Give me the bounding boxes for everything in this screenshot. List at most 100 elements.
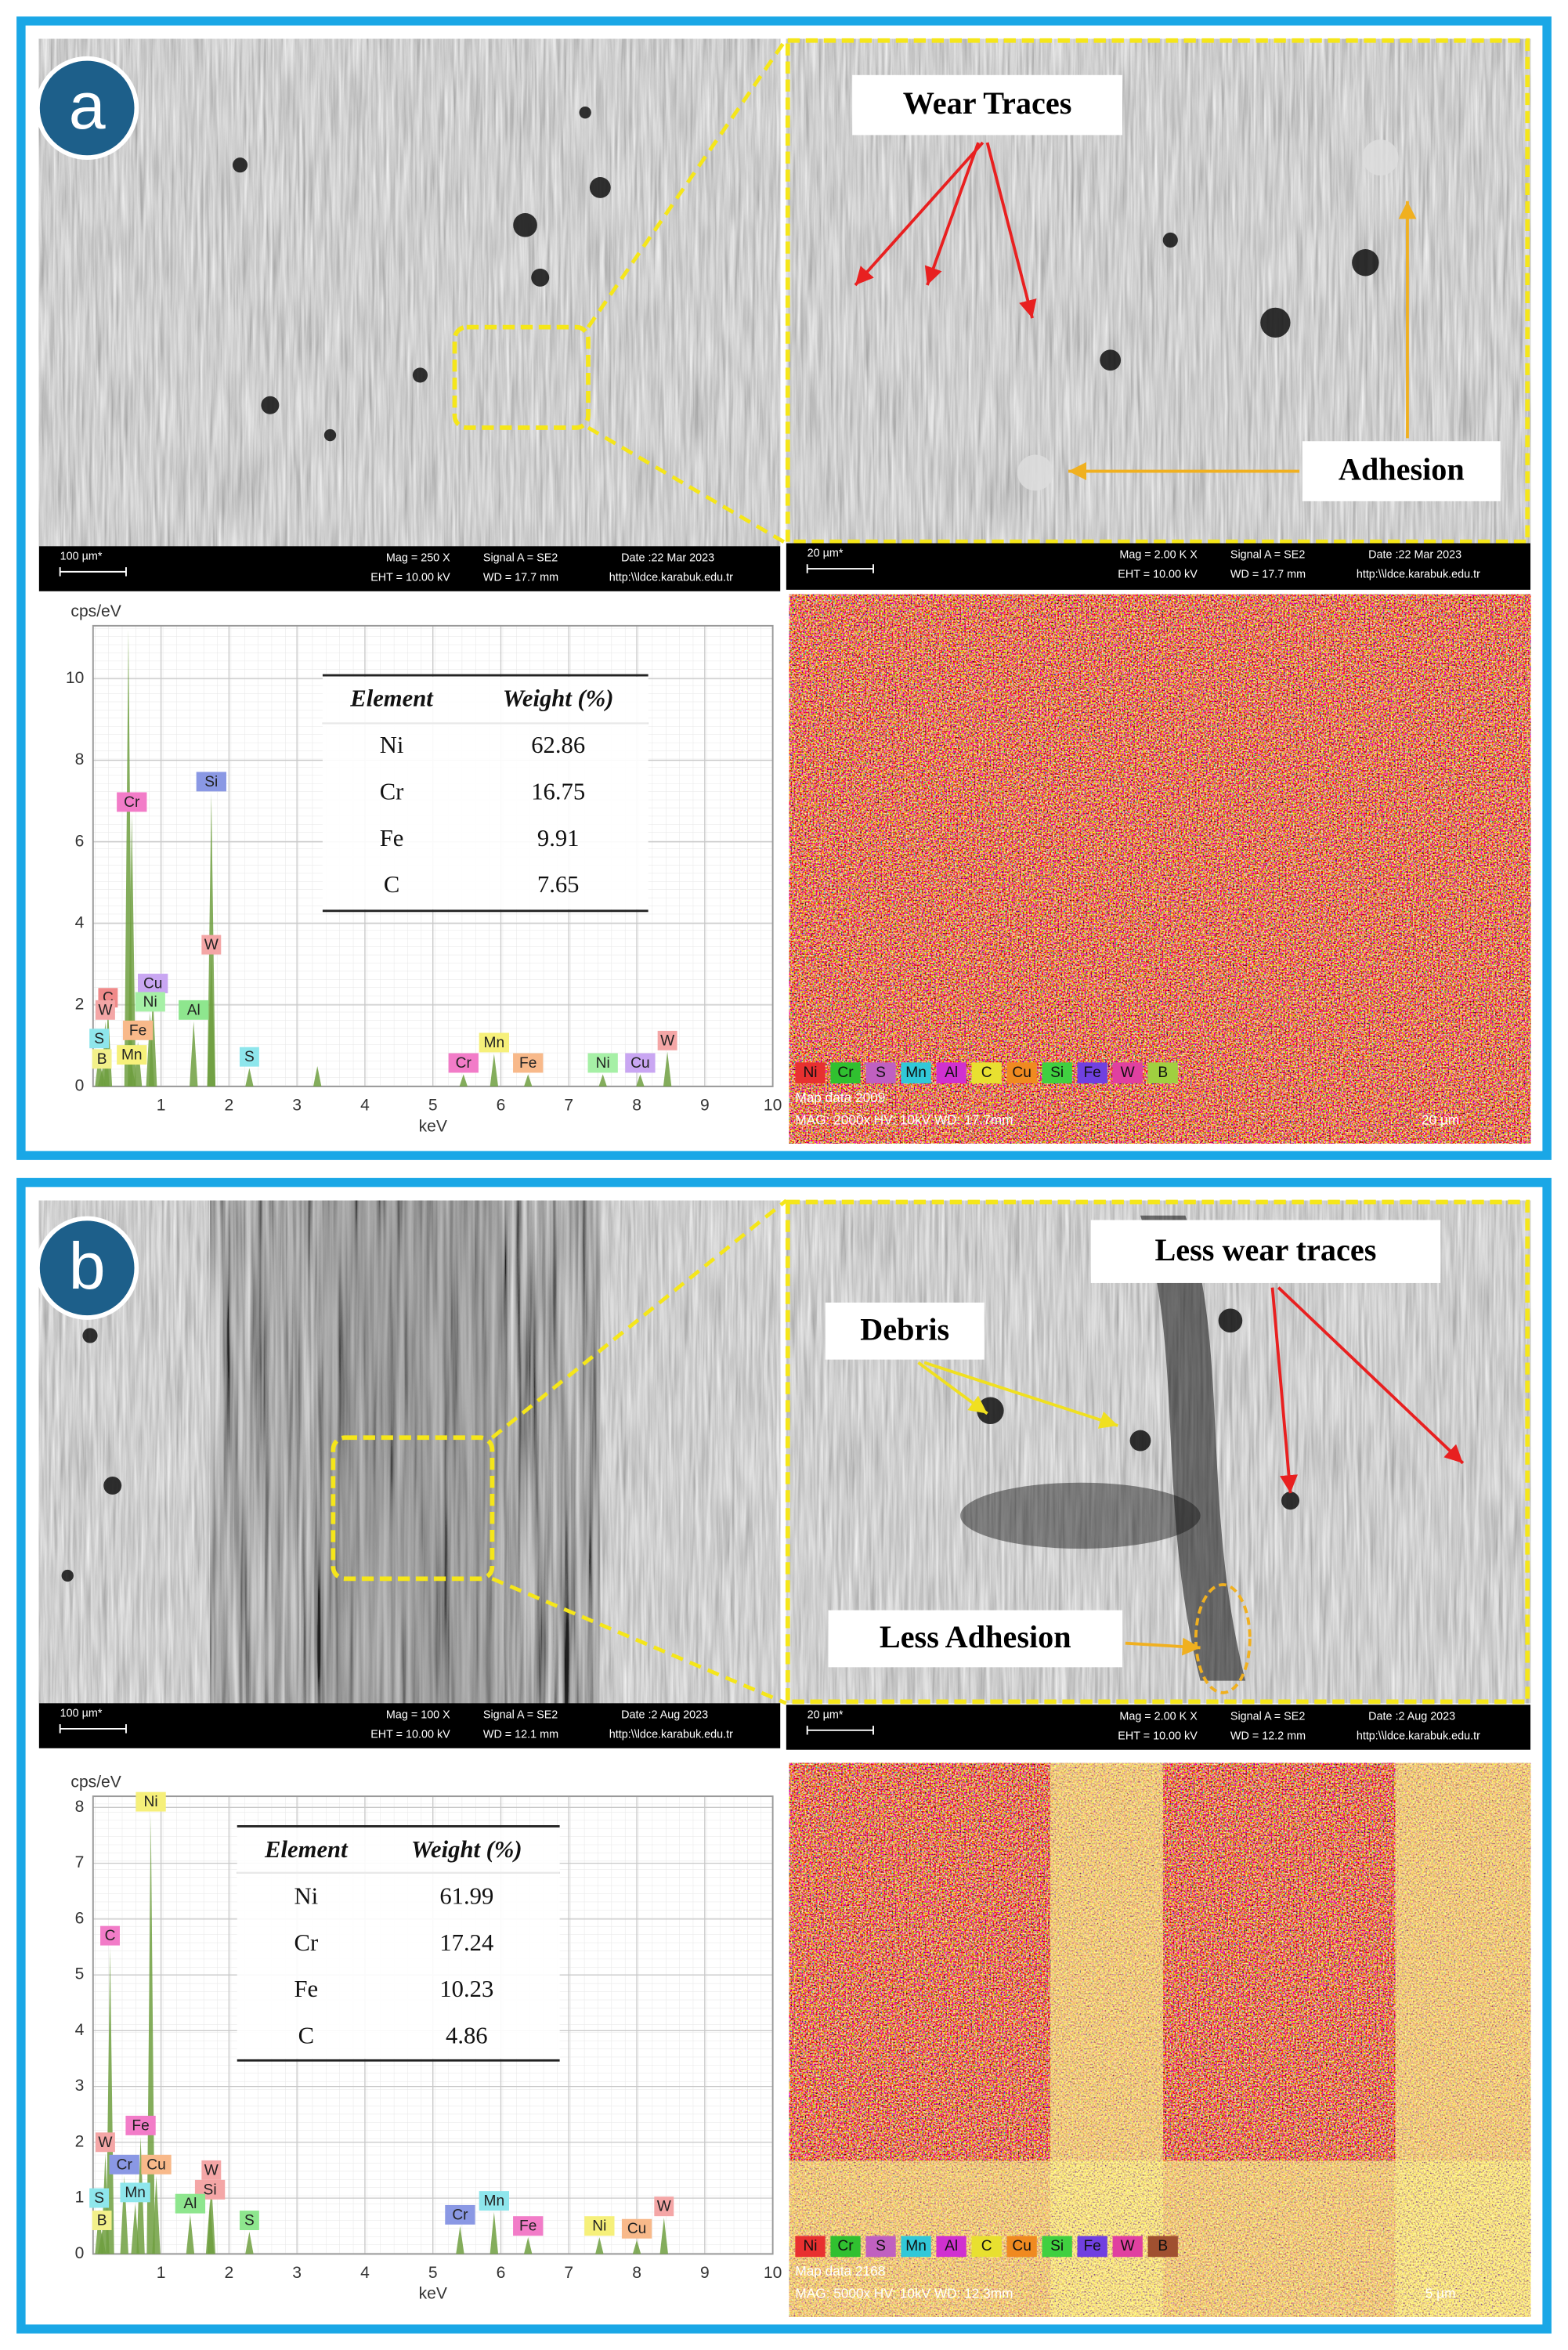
annotation-arrow <box>1277 1286 1465 1465</box>
peak-label-box <box>89 2188 110 2208</box>
peak-label-box <box>109 2154 139 2175</box>
zoom-frame <box>785 38 1530 544</box>
peak-label-box <box>625 1053 656 1073</box>
annotation-arrow <box>854 141 985 287</box>
table-header: Weight (%) <box>411 1836 522 1863</box>
spectrum-peak <box>245 1068 254 1086</box>
spectrum-peak <box>663 1051 672 1086</box>
info-bar <box>38 546 781 591</box>
spectrum-peak <box>205 2200 215 2254</box>
scale-label: 100 µm* <box>60 551 103 563</box>
x-tick-label: 7 <box>564 1096 573 1114</box>
map-legend-swatch <box>901 1062 931 1084</box>
map-legend-swatch <box>795 2236 826 2258</box>
map-meta: MAG: 2000x HV: 10kV WD: 17.7mm <box>795 1112 1013 1128</box>
table-cell: 16.75 <box>531 778 585 804</box>
peak-label: Cu <box>627 2221 646 2237</box>
spectrum-peak <box>245 2231 254 2254</box>
x-tick-label: 10 <box>764 1096 782 1114</box>
table-cell: 10.23 <box>439 1976 493 2002</box>
scale-bar <box>59 567 127 577</box>
date: Date :2 Aug 2023 <box>1368 1710 1455 1723</box>
zoom-frame <box>785 1199 1530 1705</box>
magnification: Mag = 250 X <box>386 551 450 564</box>
spectrum-peak <box>128 813 136 1086</box>
peak-label-box <box>479 1032 509 1053</box>
table-cell: C <box>298 2023 314 2049</box>
peak-label-box <box>120 2182 150 2203</box>
surface-feature <box>103 1477 122 1495</box>
y-tick-label: 6 <box>75 832 85 850</box>
surface-feature <box>1352 249 1379 277</box>
spectrum-peak <box>146 1813 155 2254</box>
map-legend-label: W <box>1121 1065 1135 1081</box>
map-legend-label: Cu <box>1012 1065 1031 1081</box>
x-tick-label: 6 <box>497 2264 506 2282</box>
spectrum-peak <box>659 2218 668 2254</box>
annotation-arrow <box>1125 1637 1201 1656</box>
magnification: Mag = 2.00 K X <box>1119 549 1198 562</box>
peak-label: Cr <box>124 794 140 811</box>
x-tick-label: 2 <box>225 1096 234 1114</box>
table-bg <box>237 1828 560 2059</box>
table-header: Element <box>264 1836 349 1863</box>
peak-label-box <box>479 2191 509 2211</box>
annotation-box <box>852 74 1122 136</box>
y-tick-label: 3 <box>75 2077 85 2095</box>
annotation-arrow <box>923 1361 1118 1429</box>
y-tick-label: 1 <box>75 2189 85 2207</box>
map-scale: 5 µm <box>1425 2286 1456 2301</box>
surface-feature <box>1017 454 1053 491</box>
surface-feature <box>589 177 611 198</box>
peak-label: W <box>98 2135 112 2151</box>
adhesion-outline <box>1194 1583 1252 1694</box>
x-tick-label: 2 <box>225 2264 234 2282</box>
map-legend-swatch <box>1147 2236 1178 2258</box>
annotation-arrow <box>917 1361 988 1415</box>
info-bar <box>38 1703 781 1748</box>
annotation-arrow <box>924 142 980 286</box>
map-legend-swatch <box>936 1062 966 1084</box>
map-legend-label: Al <box>945 1065 958 1081</box>
peak-label: Cr <box>456 1055 472 1072</box>
surface-feature <box>1129 1430 1151 1452</box>
surface-feature <box>513 213 537 237</box>
map-legend-label: Mn <box>905 1065 927 1081</box>
annotation-box <box>1090 1220 1441 1283</box>
map-legend-swatch <box>865 2236 896 2258</box>
signal: Signal A = SE2 <box>1230 1710 1305 1723</box>
table-cell: 62.86 <box>531 732 585 758</box>
y-tick-label: 4 <box>75 913 85 931</box>
scale-label: 20 µm* <box>807 1708 844 1721</box>
working-distance: WD = 17.7 mm <box>483 571 558 584</box>
x-axis-label: keV <box>419 1117 447 1135</box>
y-tick-label: 0 <box>75 2244 85 2262</box>
map-legend-label: Al <box>945 2238 958 2254</box>
map-legend-label: Cr <box>837 2238 854 2254</box>
map-legend-label: Cr <box>837 1065 854 1081</box>
spectrum-peak <box>456 2225 464 2254</box>
surface-feature <box>531 268 550 287</box>
x-tick-label: 4 <box>360 1096 370 1114</box>
surface-feature <box>1162 232 1178 248</box>
x-tick-label: 7 <box>564 2264 573 2282</box>
map-legend-swatch <box>865 1062 896 1084</box>
peak-label-box <box>138 974 168 993</box>
x-tick-label: 4 <box>360 2264 370 2282</box>
peak-label: S <box>244 1049 255 1065</box>
x-tick-label: 1 <box>157 1096 166 1114</box>
annotation: Wear Traces <box>903 85 1072 121</box>
working-distance: WD = 12.1 mm <box>483 1728 558 1741</box>
map-legend-label: S <box>876 2238 886 2254</box>
peak-label-box <box>196 772 226 792</box>
table-header: Element <box>349 685 434 712</box>
spectrum-peak <box>207 956 216 1086</box>
table-cell: Ni <box>380 732 404 758</box>
peak-label-box <box>513 1053 544 1073</box>
spectrum-peak <box>490 2211 499 2254</box>
y-tick-label: 0 <box>75 1077 85 1095</box>
map-legend-swatch <box>1112 2236 1143 2258</box>
x-tick-label: 9 <box>700 2264 710 2282</box>
x-tick-label: 1 <box>157 2264 166 2282</box>
working-distance: WD = 17.7 mm <box>1230 569 1306 581</box>
